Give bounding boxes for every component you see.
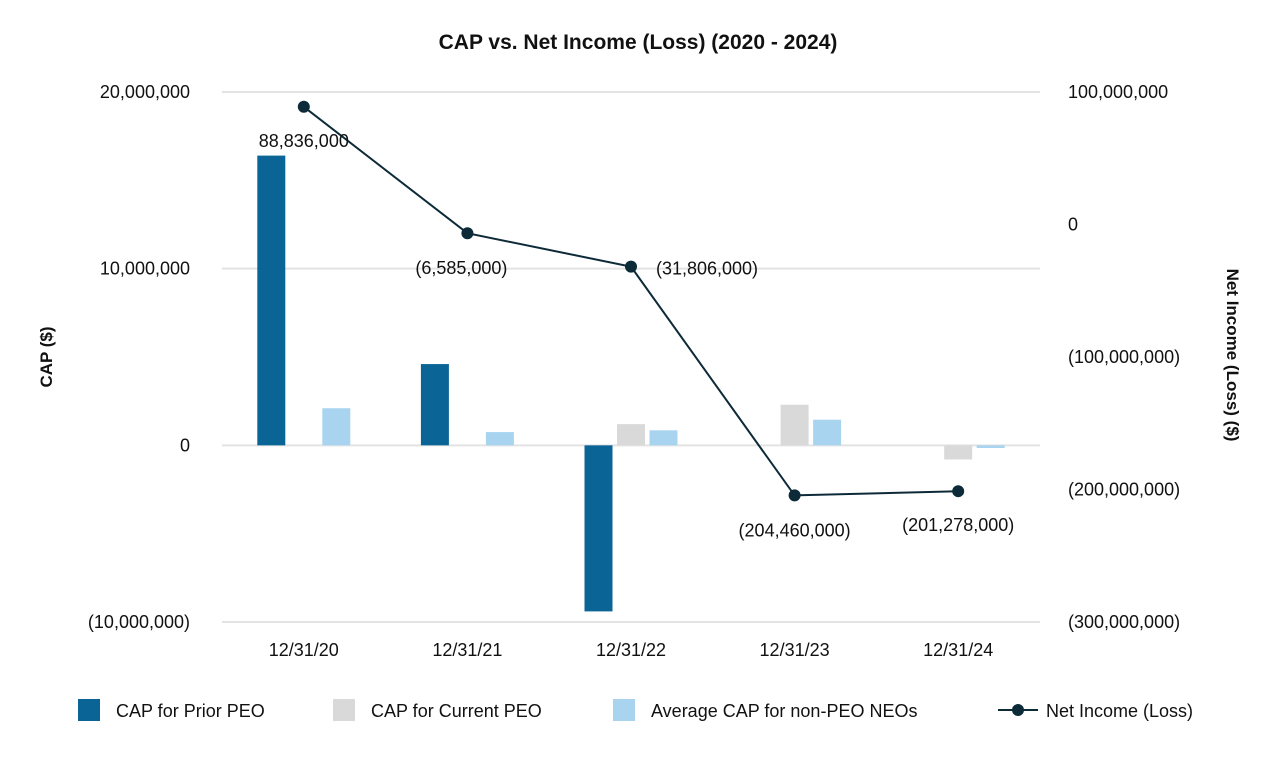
legend-swatch [613, 699, 635, 721]
bar [780, 404, 809, 446]
line-data-label: 88,836,000 [259, 131, 349, 151]
legend-swatch [78, 699, 100, 721]
x-tick-label: 12/31/21 [432, 640, 502, 660]
bar [257, 155, 286, 446]
legend-label: CAP for Prior PEO [116, 701, 265, 721]
legend-label: CAP for Current PEO [371, 701, 542, 721]
line-point [625, 260, 637, 273]
net-income-line [297, 100, 965, 502]
bar [584, 445, 613, 612]
legend-marker [1012, 704, 1024, 716]
line-data-label: (201,278,000) [902, 515, 1014, 535]
x-axis: 12/31/20 12/31/21 12/31/22 12/31/23 12/31/24 [269, 640, 993, 660]
legend-label: Average CAP for non-PEO NEOs [651, 701, 917, 721]
bar [944, 445, 973, 460]
line-point [461, 227, 474, 240]
right-tick-label: (300,000,000) [1068, 612, 1180, 632]
line-point [788, 489, 801, 502]
data-labels: 88,836,000 (6,585,000) (31,806,000) (204,46… [259, 131, 1014, 541]
line-data-label: (6,585,000) [415, 258, 507, 278]
x-tick-label: 12/31/22 [596, 640, 666, 660]
line-point [297, 100, 310, 113]
left-tick-label: 0 [180, 435, 190, 455]
x-tick-label: 12/31/24 [923, 640, 993, 660]
line-data-label: (31,806,000) [656, 259, 758, 279]
right-axis-title: Net Income (Loss) ($) [1223, 269, 1242, 442]
gridlines [222, 91, 1040, 623]
x-tick-label: 12/31/23 [760, 640, 830, 660]
right-tick-label: (100,000,000) [1068, 347, 1180, 367]
chart-title: CAP vs. Net Income (Loss) (2020 - 2024) [439, 31, 838, 54]
left-tick-label: (10,000,000) [88, 612, 190, 632]
bars [257, 155, 1005, 612]
legend-label: Net Income (Loss) [1046, 701, 1193, 721]
bar [420, 364, 449, 446]
bar [976, 445, 1005, 448]
legend: CAP for Prior PEO CAP for Current PEO Aver… [78, 699, 1193, 721]
legend-swatch [333, 699, 355, 721]
bar [617, 424, 645, 446]
left-y-axis: 20,000,000 10,000,000 0 (10,000,000) [88, 82, 190, 632]
line-point [952, 485, 965, 498]
bar [813, 419, 842, 446]
bar [649, 430, 678, 446]
right-y-axis: 100,000,000 0 (100,000,000) (200,000,000) (3… [1068, 82, 1180, 632]
right-tick-label: 0 [1068, 215, 1078, 235]
bar [322, 408, 351, 446]
line-data-label: (204,460,000) [739, 520, 851, 540]
right-tick-label: (200,000,000) [1068, 480, 1180, 500]
x-tick-label: 12/31/20 [269, 640, 339, 660]
left-axis-title: CAP ($) [37, 326, 56, 387]
left-tick-label: 10,000,000 [100, 259, 190, 279]
bar [485, 432, 514, 446]
right-tick-label: 100,000,000 [1068, 82, 1168, 102]
left-tick-label: 20,000,000 [100, 82, 190, 102]
